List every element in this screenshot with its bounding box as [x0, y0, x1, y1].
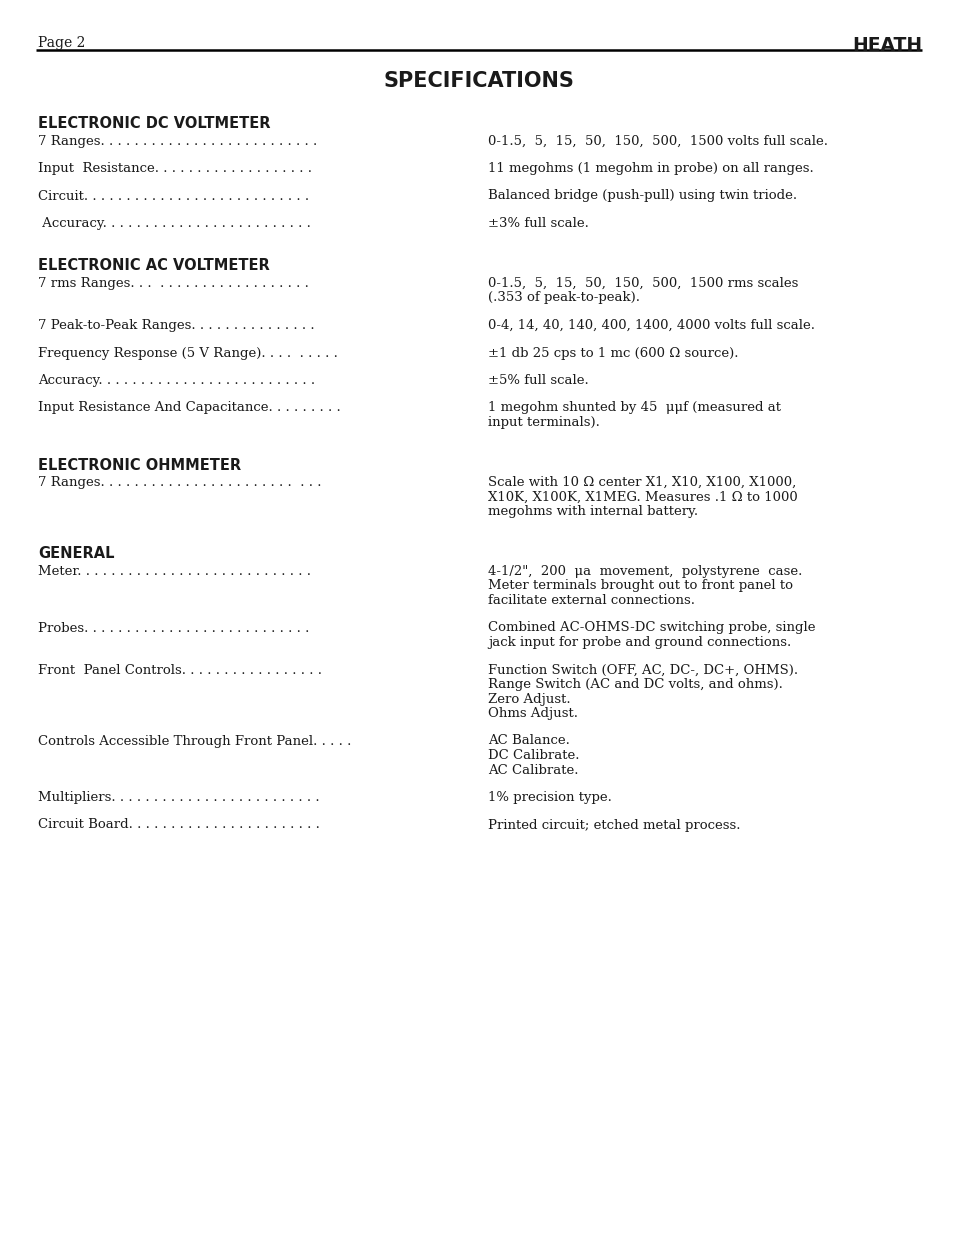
Text: Circuit Board. . . . . . . . . . . . . . . . . . . . . . .: Circuit Board. . . . . . . . . . . . . .…	[38, 819, 320, 831]
Text: HEATH: HEATH	[852, 36, 922, 55]
Text: ±3% full scale.: ±3% full scale.	[488, 217, 589, 229]
Text: Multipliers. . . . . . . . . . . . . . . . . . . . . . . . .: Multipliers. . . . . . . . . . . . . . .…	[38, 791, 320, 804]
Text: Function Switch (OFF, AC, DC-, DC+, OHMS).: Function Switch (OFF, AC, DC-, DC+, OHMS…	[488, 663, 798, 676]
Text: Input Resistance And Capacitance. . . . . . . . .: Input Resistance And Capacitance. . . . …	[38, 401, 341, 415]
Text: 7 Ranges. . . . . . . . . . . . . . . . . . . . . . .  . . .: 7 Ranges. . . . . . . . . . . . . . . . …	[38, 477, 322, 489]
Text: Balanced bridge (push-pull) using twin triode.: Balanced bridge (push-pull) using twin t…	[488, 189, 797, 202]
Text: Scale with 10 Ω center X1, X10, X100, X1000,: Scale with 10 Ω center X1, X10, X100, X1…	[488, 477, 796, 489]
Text: 7 Peak-to-Peak Ranges. . . . . . . . . . . . . . .: 7 Peak-to-Peak Ranges. . . . . . . . . .…	[38, 319, 314, 332]
Text: 4-1/2",  200  μa  movement,  polystyrene  case.: 4-1/2", 200 μa movement, polystyrene cas…	[488, 566, 803, 578]
Text: Circuit. . . . . . . . . . . . . . . . . . . . . . . . . . .: Circuit. . . . . . . . . . . . . . . . .…	[38, 189, 309, 202]
Text: Meter. . . . . . . . . . . . . . . . . . . . . . . . . . . .: Meter. . . . . . . . . . . . . . . . . .…	[38, 566, 311, 578]
Text: 7 rms Ranges. . .  . . . . . . . . . . . . . . . . . .: 7 rms Ranges. . . . . . . . . . . . . . …	[38, 277, 308, 290]
Text: ±1 db 25 cps to 1 mc (600 Ω source).: ±1 db 25 cps to 1 mc (600 Ω source).	[488, 346, 739, 360]
Text: ELECTRONIC OHMMETER: ELECTRONIC OHMMETER	[38, 458, 241, 473]
Text: Accuracy. . . . . . . . . . . . . . . . . . . . . . . . . .: Accuracy. . . . . . . . . . . . . . . . …	[38, 374, 315, 387]
Text: AC Balance.: AC Balance.	[488, 735, 570, 747]
Text: Page 2: Page 2	[38, 36, 85, 50]
Text: Controls Accessible Through Front Panel. . . . .: Controls Accessible Through Front Panel.…	[38, 735, 352, 747]
Text: Input  Resistance. . . . . . . . . . . . . . . . . . .: Input Resistance. . . . . . . . . . . . …	[38, 162, 312, 176]
Text: 1% precision type.: 1% precision type.	[488, 791, 612, 804]
Text: Accuracy. . . . . . . . . . . . . . . . . . . . . . . . .: Accuracy. . . . . . . . . . . . . . . . …	[38, 217, 311, 229]
Text: Ohms Adjust.: Ohms Adjust.	[488, 707, 578, 720]
Text: 7 Ranges. . . . . . . . . . . . . . . . . . . . . . . . . .: 7 Ranges. . . . . . . . . . . . . . . . …	[38, 134, 317, 148]
Text: Probes. . . . . . . . . . . . . . . . . . . . . . . . . . .: Probes. . . . . . . . . . . . . . . . . …	[38, 622, 309, 635]
Text: ELECTRONIC DC VOLTMETER: ELECTRONIC DC VOLTMETER	[38, 117, 270, 130]
Text: 1 megohm shunted by 45  μμf (measured at: 1 megohm shunted by 45 μμf (measured at	[488, 401, 781, 415]
Text: ±5% full scale.: ±5% full scale.	[488, 374, 589, 387]
Text: facilitate external connections.: facilitate external connections.	[488, 594, 695, 607]
Text: DC Calibrate.: DC Calibrate.	[488, 749, 580, 762]
Text: X10K, X100K, X1MEG. Measures .1 Ω to 1000: X10K, X100K, X1MEG. Measures .1 Ω to 100…	[488, 490, 798, 504]
Text: Range Switch (AC and DC volts, and ohms).: Range Switch (AC and DC volts, and ohms)…	[488, 678, 783, 691]
Text: 0-1.5,  5,  15,  50,  150,  500,  1500 rms scales: 0-1.5, 5, 15, 50, 150, 500, 1500 rms sca…	[488, 277, 798, 290]
Text: AC Calibrate.: AC Calibrate.	[488, 764, 579, 776]
Text: input terminals).: input terminals).	[488, 416, 600, 429]
Text: 0-1.5,  5,  15,  50,  150,  500,  1500 volts full scale.: 0-1.5, 5, 15, 50, 150, 500, 1500 volts f…	[488, 134, 828, 148]
Text: 11 megohms (1 megohm in probe) on all ranges.: 11 megohms (1 megohm in probe) on all ra…	[488, 162, 813, 176]
Text: Frequency Response (5 V Range). . . .  . . . . .: Frequency Response (5 V Range). . . . . …	[38, 346, 338, 360]
Text: Printed circuit; etched metal process.: Printed circuit; etched metal process.	[488, 819, 741, 831]
Text: Meter terminals brought out to front panel to: Meter terminals brought out to front pan…	[488, 579, 793, 592]
Text: megohms with internal battery.: megohms with internal battery.	[488, 505, 698, 518]
Text: 0-4, 14, 40, 140, 400, 1400, 4000 volts full scale.: 0-4, 14, 40, 140, 400, 1400, 4000 volts …	[488, 319, 815, 332]
Text: GENERAL: GENERAL	[38, 547, 115, 562]
Text: Front  Panel Controls. . . . . . . . . . . . . . . . .: Front Panel Controls. . . . . . . . . . …	[38, 663, 322, 676]
Text: (.353 of peak-to-peak).: (.353 of peak-to-peak).	[488, 291, 640, 305]
Text: jack input for probe and ground connections.: jack input for probe and ground connecti…	[488, 636, 791, 650]
Text: ELECTRONIC AC VOLTMETER: ELECTRONIC AC VOLTMETER	[38, 258, 270, 273]
Text: SPECIFICATIONS: SPECIFICATIONS	[383, 71, 575, 92]
Text: Combined AC-OHMS-DC switching probe, single: Combined AC-OHMS-DC switching probe, sin…	[488, 622, 815, 635]
Text: Zero Adjust.: Zero Adjust.	[488, 692, 571, 706]
